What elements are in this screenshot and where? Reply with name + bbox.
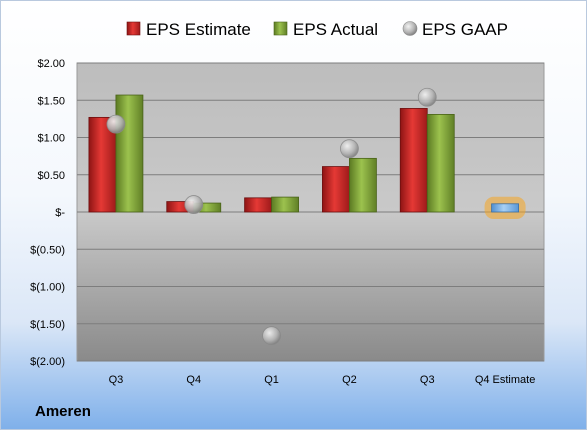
- bar-eps-estimate: [88, 116, 117, 213]
- x-tick-label: Q3: [109, 374, 124, 386]
- point-eps-gaap: [262, 326, 281, 346]
- point-eps-gaap: [340, 139, 359, 159]
- bar-eps-estimate: [491, 203, 519, 213]
- point-eps-gaap: [106, 114, 126, 134]
- x-tick-label: Q4 Estimate: [475, 374, 536, 386]
- y-tick-label: $1.00: [37, 133, 65, 145]
- y-tick-label: $0.50: [37, 170, 65, 182]
- bar-eps-actual: [426, 114, 455, 213]
- legend-label: EPS Estimate: [146, 20, 251, 39]
- bar-eps-estimate: [244, 197, 272, 213]
- y-tick-label: $-: [55, 207, 65, 219]
- y-tick-label: $(1.00): [30, 282, 65, 294]
- x-tick-label: Q3: [420, 374, 435, 386]
- bar-eps-actual: [115, 94, 144, 213]
- legend-swatch: [273, 21, 288, 36]
- y-tick-label: $(0.50): [30, 244, 65, 256]
- x-tick-label: Q4: [186, 374, 201, 386]
- bar-eps-actual: [271, 196, 299, 213]
- y-tick-label: $(2.00): [30, 356, 65, 368]
- company-name: Ameren: [35, 403, 91, 420]
- y-tick-label: $1.50: [37, 95, 65, 107]
- y-tick-label: $2.00: [37, 58, 65, 70]
- legend-label: EPS GAAP: [422, 20, 508, 39]
- bar-eps-estimate: [399, 108, 428, 213]
- legend-label: EPS Actual: [293, 20, 378, 39]
- legend-swatch: [126, 21, 141, 36]
- legend-swatch: [402, 21, 418, 36]
- bar-eps-actual: [349, 157, 377, 213]
- x-tick-label: Q1: [264, 374, 279, 386]
- y-tick-label: $(1.50): [30, 319, 65, 331]
- x-tick-label: Q2: [342, 374, 357, 386]
- bar-eps-estimate: [322, 166, 350, 213]
- point-eps-gaap: [184, 195, 204, 214]
- point-eps-gaap: [417, 87, 437, 107]
